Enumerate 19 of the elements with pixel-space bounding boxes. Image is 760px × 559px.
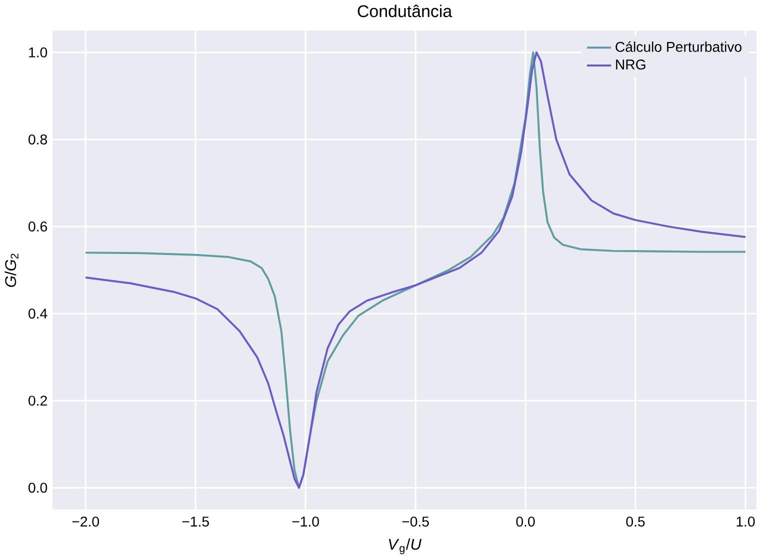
x-tick-label: 1.0 — [736, 516, 755, 527]
x-tick-label: 0.0 — [516, 516, 535, 527]
x-tick-label: −1.0 — [292, 516, 319, 527]
x-tick-label: −1.5 — [182, 516, 209, 527]
x-tick-label: −2.0 — [72, 516, 99, 527]
y-tick-label: 0.0 — [28, 482, 48, 493]
y-tick-label: 0.4 — [28, 308, 48, 319]
y-tick-label: 0.8 — [28, 134, 48, 145]
y-tick-label: 1.0 — [29, 47, 48, 58]
y-tick-label: 0.6 — [28, 222, 48, 232]
chart-title: Condutância — [358, 4, 452, 18]
y-tick-label: 0.2 — [28, 396, 47, 406]
legend-label: Cálculo Perturbativo — [616, 41, 742, 52]
legend-label: NRG — [616, 60, 646, 70]
x-axis-title: V$_{g}$/U — [388, 538, 422, 554]
x-tick-label: 0.5 — [626, 516, 645, 527]
line-series — [84, 51, 746, 489]
x-tick-label: −0.5 — [402, 516, 429, 527]
y-axis-title: G/G$_{2}$ — [4, 254, 18, 287]
